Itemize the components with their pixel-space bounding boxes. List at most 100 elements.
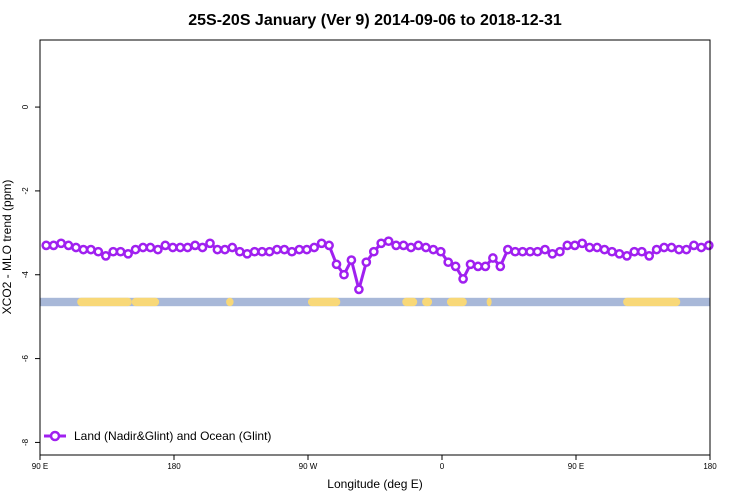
data-point: [435, 246, 446, 257]
data-point: [160, 240, 171, 251]
data-point: [41, 240, 52, 251]
data-point: [421, 242, 431, 253]
data-point: [607, 246, 617, 257]
data-point: [577, 238, 588, 249]
data-point: [689, 240, 699, 251]
data-point: [681, 244, 692, 255]
data-point: [249, 246, 260, 257]
data-point: [696, 242, 707, 253]
data-point: [264, 246, 275, 257]
data-point: [272, 244, 282, 255]
data-point: [205, 238, 215, 249]
y-tick-label-1: -2: [21, 187, 30, 195]
legend: Land (Nadir&Glint) and Ocean (Glint): [44, 429, 271, 443]
data-point: [182, 242, 193, 253]
data-point: [294, 244, 305, 255]
data-point: [108, 246, 119, 257]
x-tick-label-1: 180: [167, 462, 181, 471]
x-tick-label-5: 180: [703, 462, 717, 471]
data-point: [584, 242, 595, 253]
data-point: [666, 242, 677, 253]
data-point: [376, 238, 387, 249]
data-point: [212, 244, 223, 255]
y-axis: 0 -2 -4 -6 -8: [21, 104, 40, 446]
data-point: [428, 244, 439, 255]
data-point: [86, 244, 96, 255]
data-point: [234, 246, 245, 257]
land-band-0: [77, 297, 132, 307]
y-tick-label-0: 0: [21, 104, 30, 109]
x-axis: 90 E 180 90 W 0 90 E 180: [32, 455, 717, 471]
data-point: [517, 246, 528, 257]
y-tick-label-2: -4: [21, 271, 30, 279]
data-point: [383, 236, 394, 247]
data-point: [465, 259, 476, 270]
data-point: [138, 242, 148, 253]
data-point: [242, 248, 253, 259]
data-point: [346, 255, 357, 265]
y-axis-label: XCO2 - MLO trend (ppm): [0, 180, 14, 315]
data-point: [123, 248, 133, 259]
series-layer: [41, 236, 714, 295]
data-point: [644, 251, 655, 261]
data-point: [309, 242, 320, 253]
data-point: [488, 253, 498, 263]
land-band-1: [131, 297, 160, 307]
land-band-2: [308, 297, 341, 307]
data-point: [562, 240, 573, 251]
data-point: [227, 242, 238, 253]
x-tick-label-4: 90 E: [568, 462, 584, 471]
data-point: [324, 240, 334, 251]
data-point: [93, 246, 104, 257]
data-point: [502, 244, 513, 255]
x-tick-label-2: 90 W: [299, 462, 318, 471]
data-point: [599, 244, 610, 255]
data-point: [71, 242, 81, 253]
data-point: [636, 246, 647, 257]
land-band-7: [486, 297, 492, 307]
data-point: [629, 246, 640, 257]
data-point: [703, 240, 714, 251]
y-tick-label-3: -6: [21, 354, 30, 362]
data-point: [495, 261, 506, 272]
x-tick-label-3: 0: [440, 462, 445, 471]
data-point: [279, 244, 290, 255]
data-point: [443, 257, 454, 268]
data-point: [257, 246, 267, 257]
data-point: [406, 242, 416, 253]
data-point: [339, 269, 349, 280]
legend-marker-swatch: [49, 430, 61, 442]
data-point: [473, 261, 483, 272]
data-point: [175, 242, 186, 253]
data-point: [167, 242, 178, 253]
data-point: [115, 246, 126, 257]
data-point: [78, 244, 89, 255]
data-point: [614, 248, 625, 259]
data-point: [651, 244, 662, 255]
data-point: [153, 244, 163, 255]
data-point: [197, 242, 208, 253]
data-point: [48, 240, 59, 251]
data-point: [547, 248, 558, 259]
data-point: [450, 261, 461, 272]
data-point: [398, 240, 409, 251]
data-point: [659, 242, 669, 253]
plot-frame: [39, 39, 711, 456]
data-point: [316, 238, 327, 249]
data-point: [540, 244, 550, 255]
data-point: [569, 240, 580, 251]
data-point: [130, 244, 141, 255]
data-point: [331, 259, 342, 270]
data-point: [63, 240, 74, 251]
data-point: [361, 257, 372, 268]
data-point: [510, 246, 521, 257]
data-point: [480, 261, 491, 272]
land-ocean-strip: [40, 297, 710, 307]
data-point: [555, 246, 565, 257]
data-point: [525, 246, 535, 257]
data-point: [592, 242, 602, 253]
land-band-8: [623, 297, 681, 307]
y-tick-label-4: -8: [21, 438, 30, 446]
data-point: [413, 240, 424, 251]
